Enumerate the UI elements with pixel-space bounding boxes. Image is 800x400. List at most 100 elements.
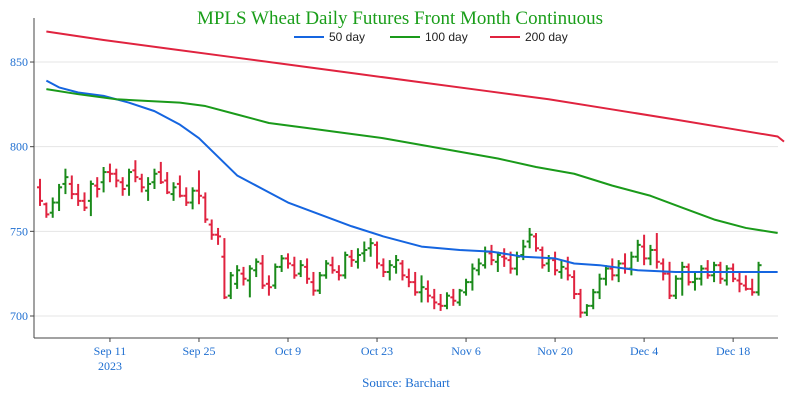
chart-legend: 50 day 100 day 200 day	[294, 30, 568, 44]
x-tick-label: Oct 9	[275, 344, 301, 358]
ohlc-bar	[272, 263, 279, 289]
ohlc-bar	[291, 256, 298, 279]
ohlc-bar	[424, 280, 431, 303]
ohlc-bar	[106, 163, 113, 183]
ohlc-bar	[641, 234, 648, 266]
ohlc-bar	[176, 175, 183, 198]
ohlc-bar	[418, 275, 425, 303]
ohlc-bar	[501, 248, 508, 267]
ohlc-bar	[742, 275, 749, 291]
ohlc-bar	[68, 175, 75, 200]
ohlc-bar	[348, 249, 355, 267]
ohlc-bar	[221, 238, 228, 300]
ohlc-bar	[475, 258, 482, 276]
ohlc-bar	[361, 241, 368, 262]
ohlc-bar	[660, 258, 667, 281]
series-line-ma100	[46, 88, 778, 235]
ohlc-bar	[602, 265, 609, 286]
ohlc-bar	[622, 253, 629, 274]
ohlc-bar	[704, 260, 711, 279]
ohlc-bar	[494, 251, 501, 272]
ohlc-bar	[126, 168, 133, 196]
ohlc-bar	[399, 260, 406, 281]
chart-title: MPLS Wheat Daily Futures Front Month Con…	[197, 8, 603, 29]
series-line-ma200	[46, 30, 785, 143]
ohlc-bar	[227, 271, 234, 300]
x-tick-label: Nov 6	[451, 344, 481, 358]
ohlc-bar	[81, 192, 88, 212]
x-tick-label: Nov 20	[537, 344, 573, 358]
legend-label-ma100: 100 day	[425, 30, 468, 44]
ohlc-bar	[145, 177, 152, 201]
ohlc-bar	[577, 288, 584, 318]
ohlc-bar	[164, 172, 171, 195]
ohlc-bar	[100, 166, 107, 193]
ohlc-bar	[691, 271, 698, 291]
ohlc-bar	[367, 238, 374, 257]
ohlc-bar	[583, 304, 590, 316]
ohlc-bar	[723, 265, 730, 286]
ohlc-bar	[386, 260, 393, 281]
x-tick-label: Sep 25	[182, 344, 215, 358]
ohlc-bar	[393, 255, 400, 274]
ohlc-bar	[596, 273, 603, 300]
ohlc-bar	[132, 160, 139, 183]
ohlc-bar	[634, 239, 641, 262]
ohlc-bar	[189, 187, 196, 210]
ohlc-bar	[380, 258, 387, 278]
ohlc-bar	[170, 182, 177, 201]
legend-label-ma200: 200 day	[525, 30, 568, 44]
ohlc-bar	[56, 183, 63, 212]
ohlc-bar	[405, 268, 412, 288]
ohlc-bar	[265, 275, 272, 296]
ohlc-bar	[749, 278, 756, 296]
y-axis-ticks: 700 750 800 850	[10, 55, 34, 323]
ohlc-bar	[526, 227, 533, 249]
source-note: Source: Barchart	[362, 375, 450, 390]
y-tick-label: 850	[10, 55, 28, 69]
ohlc-bar	[49, 197, 56, 218]
x-tick-label: Dec 18	[716, 344, 750, 358]
ohlc-bar	[755, 261, 762, 296]
ohlc-bar	[246, 265, 253, 298]
ohlc-bar	[533, 233, 539, 252]
y-tick-label: 700	[10, 309, 28, 323]
y-tick-label: 800	[10, 140, 28, 154]
ohlc-bar	[335, 265, 342, 281]
x-tick-label: Dec 4	[630, 344, 658, 358]
ohlc-bar	[609, 258, 616, 281]
ohlc-bar	[113, 168, 120, 188]
ohlc-bar	[234, 265, 241, 289]
ohlc-bar	[240, 266, 247, 286]
chart-gridlines	[34, 61, 778, 317]
ohlc-bar	[202, 192, 209, 223]
ohlc-bar	[354, 248, 361, 269]
ohlc-bar	[75, 183, 82, 206]
ohlc-bar	[666, 261, 673, 300]
ohlc-bar	[94, 177, 101, 198]
ohlc-bar	[374, 241, 381, 269]
ohlc-bar	[653, 233, 660, 269]
ohlc-bar	[183, 187, 190, 206]
ohlc-bar	[564, 256, 571, 281]
ohlc-bar	[310, 271, 317, 296]
ohlc-bar	[590, 288, 597, 310]
ohlc-bar	[412, 271, 419, 296]
ohlc-bar	[151, 168, 158, 190]
ohlc-bar	[297, 260, 304, 278]
ohlc-bar	[450, 288, 457, 306]
ohlc-bar	[119, 177, 126, 196]
series-line-ma50	[45, 79, 778, 273]
ohlc-bar	[62, 168, 69, 195]
ohlc-bar	[552, 251, 559, 276]
ohlc-bar	[43, 202, 50, 218]
ohlc-bar	[431, 288, 438, 310]
ohlc-bar	[329, 256, 336, 274]
x-tick-label: Oct 23	[361, 344, 393, 358]
ohlc-bar	[615, 260, 622, 283]
ohlc-bar	[323, 260, 330, 279]
x-tick-year-label: 2023	[98, 359, 122, 373]
